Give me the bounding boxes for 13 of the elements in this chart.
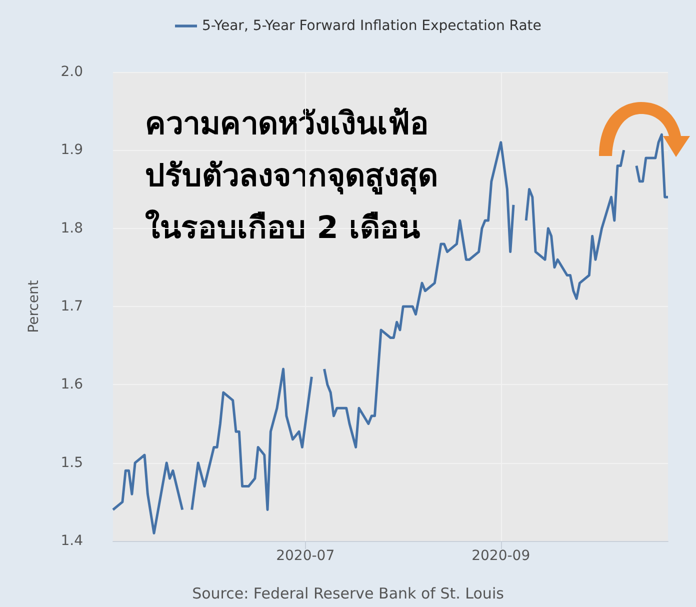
y-tick-label: 2.0 (60, 64, 83, 80)
y-tick-label: 1.7 (60, 298, 83, 314)
x-tick-label: 2020-07 (276, 548, 335, 564)
y-tick-label: 1.4 (60, 533, 84, 549)
y-tick-label: 1.8 (60, 220, 83, 236)
y-tick-label: 1.6 (60, 376, 84, 393)
y-axis-title: Percent (26, 280, 42, 333)
x-tick-label: 2020-09 (472, 548, 530, 564)
annotation: ความคาดหวังเงินเฟ้อ ปรับตัวลงจากจุดสูงสุด ในรอบเกือบ 2 เดือน (145, 106, 438, 246)
y-tick-label: 1.9 (60, 142, 83, 158)
legend-label: 5-Year, 5-Year Forward Inflation Expectation Rate (202, 18, 542, 34)
source-note: Source: Federal Reserve Bank of St. Louis (192, 584, 504, 602)
y-tick-label: 1.5 (60, 454, 83, 471)
